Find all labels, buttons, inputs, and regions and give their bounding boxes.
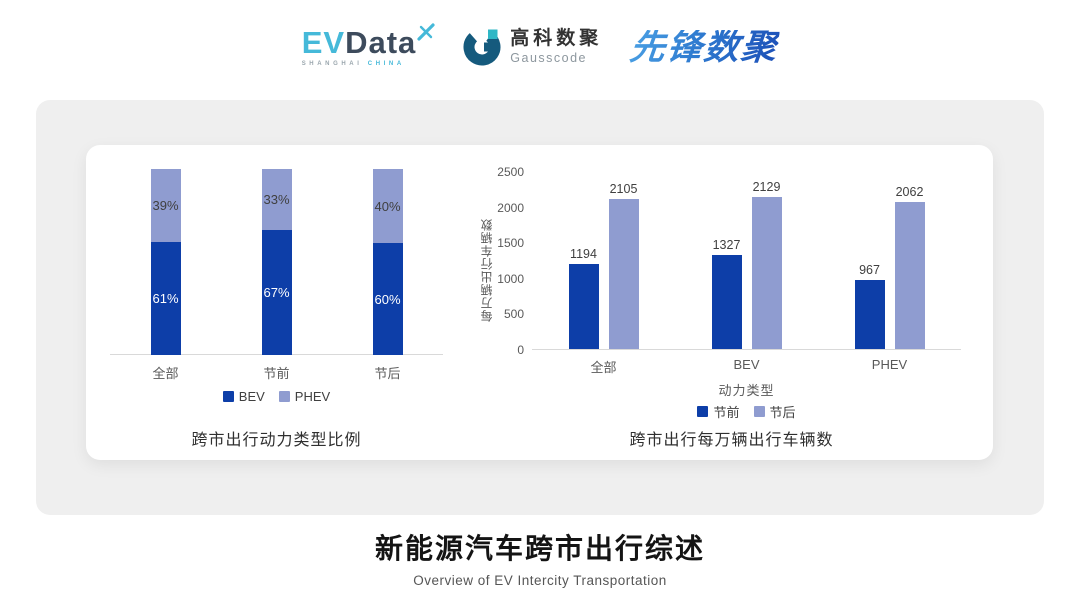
evdata-wordmark: EV Data xyxy=(301,23,436,60)
left-chart-title: 跨市出行动力类型比例 xyxy=(191,432,362,449)
bar-value-label: 2129 xyxy=(752,180,781,195)
bar-percent-label: 33% xyxy=(263,192,290,208)
evdata-tagline-china: CHINA xyxy=(367,61,405,67)
category-label-PHEV: PHEV xyxy=(871,357,908,372)
category-label-节前: 节前 xyxy=(263,366,290,381)
evdata-logo: EV Data SHANGHAI CHINA xyxy=(301,23,436,67)
bar-value-label: 967 xyxy=(859,263,880,278)
category-label-BEV: BEV xyxy=(733,357,760,372)
right-chart-title: 跨市出行每万辆出行车辆数 xyxy=(629,432,834,449)
bar-value-label: 2062 xyxy=(895,185,924,200)
legend-swatch-PHEV xyxy=(278,391,290,402)
bar-节前-PHEV: 967 xyxy=(854,263,885,349)
grouped-bar-chart: 每万辆出行车辆数 0 500 1000 1500 2000 2500 1194 2105 13… xyxy=(466,160,982,455)
legend-swatch-节后 xyxy=(753,406,765,417)
evdata-ev-text: EV xyxy=(301,25,346,60)
evdata-tagline-shanghai: SHANGHAI xyxy=(301,61,363,67)
legend-item-节后: 节后 xyxy=(753,402,796,421)
y-tick-2500: 2500 xyxy=(497,165,524,179)
bar-percent-label: 61% xyxy=(152,290,179,306)
charts-card: 61% 39% 67% 33% 60% 40% 全部 节前 节后 BEV PHEV 跨市出行动力… xyxy=(86,145,993,460)
report-title: 新能源汽车跨市出行综述 xyxy=(374,533,705,564)
pioneer-logo: 先锋数聚 xyxy=(628,30,780,65)
legend-label-BEV: BEV xyxy=(238,389,265,404)
bar-percent-label: 60% xyxy=(374,291,401,307)
category-label-全部: 全部 xyxy=(152,366,179,381)
y-tick-0: 0 xyxy=(517,343,524,357)
legend-item-PHEV: PHEV xyxy=(278,389,331,404)
bar-节前-BEV: 1327 xyxy=(711,238,742,349)
bar-percent-label: 67% xyxy=(263,285,290,301)
evdata-tagline: SHANGHAI CHINA xyxy=(302,61,405,67)
footer: 新能源汽车跨市出行综述 Overview of EV Intercity Tra… xyxy=(0,527,1080,588)
stacked-bar-chart: 61% 39% 67% 33% 60% 40% 全部 节前 节后 BEV PHEV 跨市出行动力… xyxy=(110,169,443,454)
y-tick-2000: 2000 xyxy=(497,200,524,215)
right-chart-plot-area: 1194 2105 1327 2129 967 2062 xyxy=(532,172,961,350)
bar-节后-BEV: 2129 xyxy=(751,180,782,349)
gausscode-logo: 高科数聚 Gausscode xyxy=(463,28,602,66)
right-chart-x-axis-label: 动力类型 xyxy=(718,383,775,398)
bar-segment-PHEV: 39% xyxy=(150,169,181,242)
pioneer-text: 先锋数聚 xyxy=(628,27,781,67)
report-subtitle: Overview of EV Intercity Transportation xyxy=(413,573,667,588)
bar-value-label: 1194 xyxy=(570,247,597,261)
y-tick-1500: 1500 xyxy=(497,236,524,251)
evdata-data-text: Data xyxy=(345,25,417,60)
bar-segment-BEV: 61% xyxy=(150,241,181,355)
y-tick-500: 500 xyxy=(503,307,524,322)
right-chart-y-axis-ticks: 0 500 1000 1500 2000 2500 xyxy=(466,160,524,455)
gausscode-cn-text: 高科数聚 xyxy=(510,28,603,50)
gausscode-text-block: 高科数聚 Gausscode xyxy=(510,28,603,65)
bar-value-label: 1327 xyxy=(712,237,741,252)
bar-value-label: 2105 xyxy=(609,182,638,197)
bar-segment-BEV: 60% xyxy=(372,243,403,355)
legend-item-节前: 节前 xyxy=(697,402,740,421)
legend-item-BEV: BEV xyxy=(222,389,265,404)
legend-label-节前: 节前 xyxy=(713,405,740,420)
bar-节后-全部: 2105 xyxy=(608,182,639,349)
left-chart-plot-area: 61% 39% 67% 33% 60% 40% xyxy=(110,169,443,355)
bar-segment-BEV: 67% xyxy=(261,230,292,355)
bar-节前-全部: 1194 xyxy=(568,247,599,349)
category-label-全部: 全部 xyxy=(590,360,617,375)
legend-swatch-BEV xyxy=(222,391,234,402)
bar-segment-PHEV: 33% xyxy=(261,169,292,231)
gausscode-g-mark-icon xyxy=(463,28,501,66)
content-panel: 61% 39% 67% 33% 60% 40% 全部 节前 节后 BEV PHEV 跨市出行动力… xyxy=(36,100,1044,515)
header-logos: EV Data SHANGHAI CHINA 高科数聚 Gausscode xyxy=(0,16,1080,78)
gausscode-en-text: Gausscode xyxy=(510,50,587,65)
legend-label-节后: 节后 xyxy=(769,405,796,420)
right-chart-category-axis: 全部 BEV PHEV xyxy=(532,357,961,376)
category-label-节后: 节后 xyxy=(374,366,401,381)
right-chart-legend: 节前 节后 xyxy=(532,402,961,421)
left-chart-category-axis: 全部 节前 节后 xyxy=(110,363,443,382)
sparkle-x-icon xyxy=(417,23,435,41)
legend-swatch-节前 xyxy=(697,406,709,417)
bar-percent-label: 40% xyxy=(374,198,401,214)
bar-节后-PHEV: 2062 xyxy=(894,185,925,349)
legend-label-PHEV: PHEV xyxy=(294,389,331,404)
left-chart-legend: BEV PHEV xyxy=(110,389,443,404)
y-tick-1000: 1000 xyxy=(497,271,524,286)
bar-segment-PHEV: 40% xyxy=(372,169,403,244)
bar-percent-label: 39% xyxy=(152,197,179,213)
